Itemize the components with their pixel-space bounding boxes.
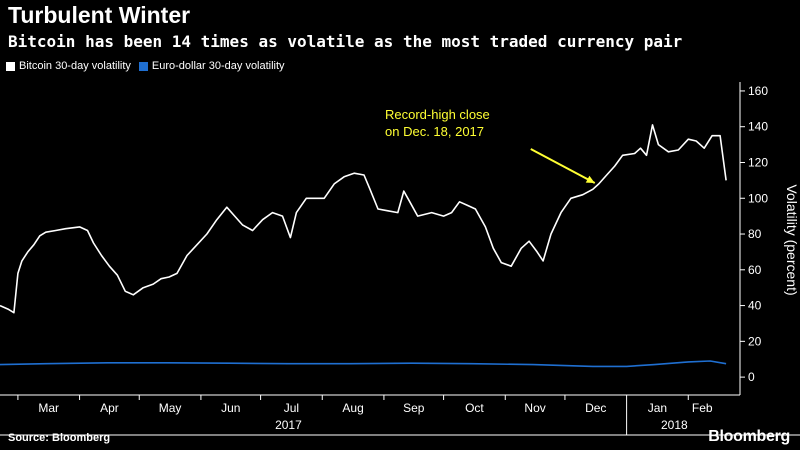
series-line-eurusd bbox=[0, 361, 726, 366]
volatility-chart: 0 20 40 60 80 100 120 140 160 Volatility (percent… bbox=[0, 0, 800, 450]
x-tick-label: Jul bbox=[284, 401, 299, 415]
y-tick-label: 60 bbox=[748, 263, 762, 277]
y-tick-label: 140 bbox=[748, 120, 768, 134]
y-axis-label: Volatility (percent) bbox=[784, 184, 800, 295]
x-tick-label: Jan bbox=[648, 401, 667, 415]
y-tick-label: 100 bbox=[748, 191, 768, 205]
y-tick-label: 40 bbox=[748, 299, 762, 313]
x-tick-label: Oct bbox=[465, 401, 484, 415]
series-line-bitcoin bbox=[0, 125, 726, 313]
x-tick-label: Jun bbox=[221, 401, 240, 415]
brand-logo: Bloomberg bbox=[708, 428, 790, 446]
y-tick-label: 120 bbox=[748, 155, 768, 169]
source-note: Source: Bloomberg bbox=[8, 432, 110, 444]
x-tick-label: May bbox=[159, 401, 182, 415]
x-tick-label: Apr bbox=[100, 401, 119, 415]
x-tick-label: Nov bbox=[524, 401, 545, 415]
x-tick-label: Sep bbox=[403, 401, 425, 415]
annotation-arrow bbox=[531, 149, 595, 183]
y-tick-label: 20 bbox=[748, 334, 762, 348]
annotation-text: Record-high close bbox=[385, 107, 490, 122]
year-label: 2018 bbox=[661, 418, 688, 432]
y-tick-label: 160 bbox=[748, 84, 768, 98]
year-label: 2017 bbox=[275, 418, 302, 432]
x-tick-label: Dec bbox=[585, 401, 606, 415]
x-tick-label: Feb bbox=[692, 401, 713, 415]
y-tick-label: 0 bbox=[748, 370, 755, 384]
x-tick-label: Aug bbox=[342, 401, 363, 415]
y-tick-label: 80 bbox=[748, 227, 762, 241]
annotation-text: on Dec. 18, 2017 bbox=[385, 124, 484, 139]
x-tick-label: Mar bbox=[38, 401, 59, 415]
